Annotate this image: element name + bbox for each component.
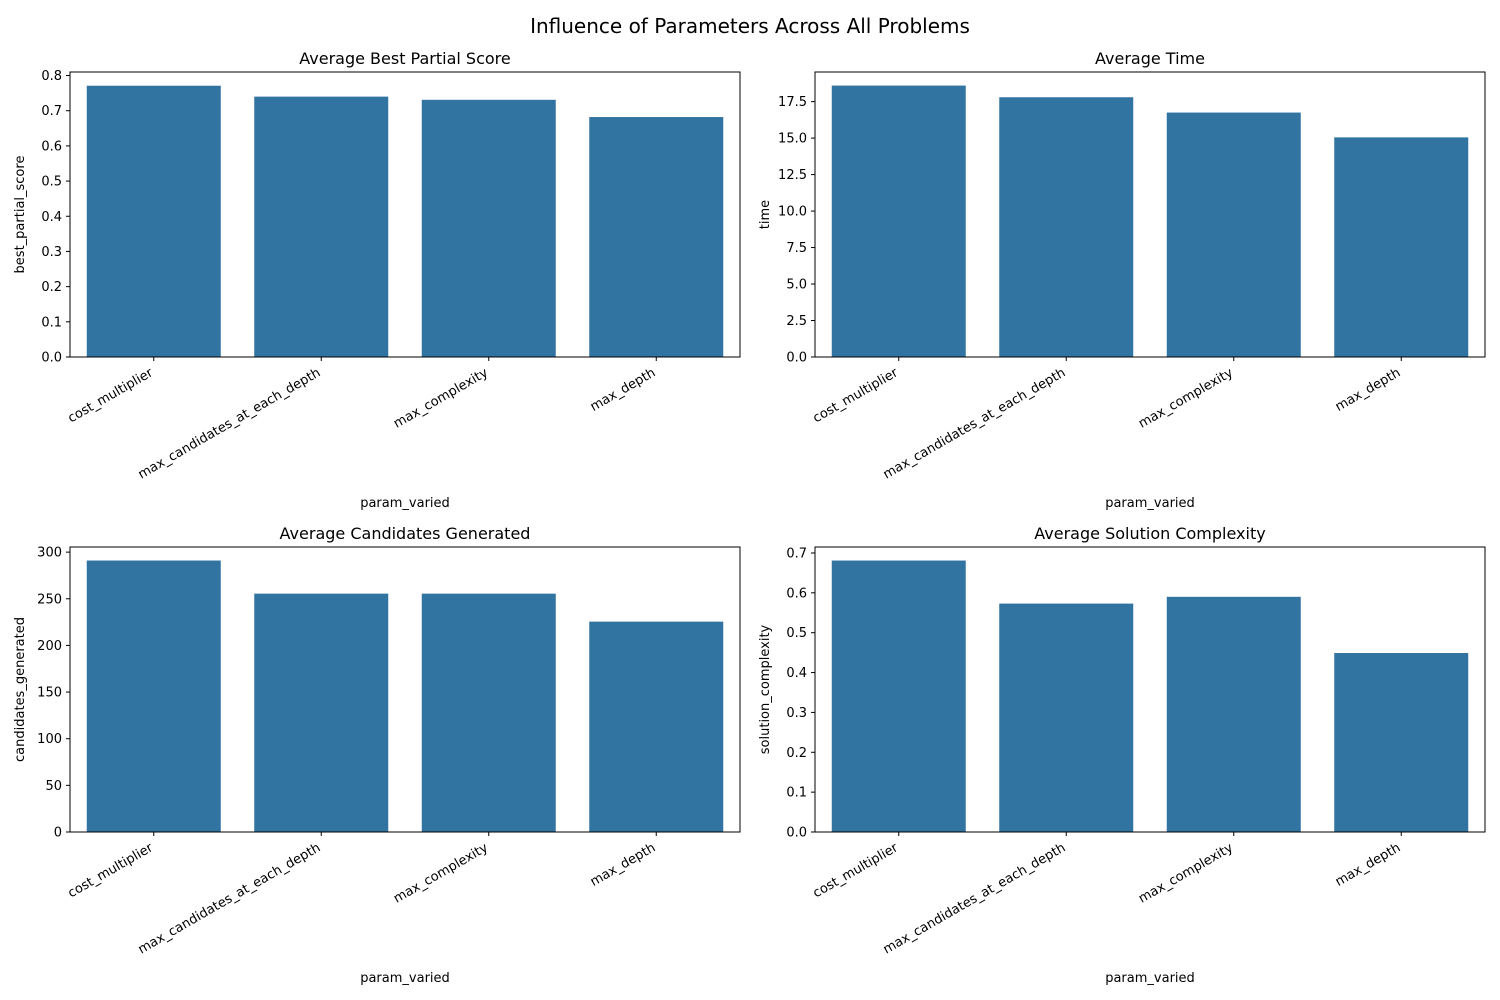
y-axis-label: time — [758, 200, 773, 229]
y-tick-label: 0.3 — [41, 245, 62, 260]
y-tick-label: 2.5 — [786, 314, 807, 329]
y-tick-label: 0.8 — [41, 69, 62, 84]
y-tick-label: 0.4 — [786, 666, 807, 681]
y-tick-label: 0.7 — [41, 104, 62, 119]
y-tick-label: 7.5 — [786, 241, 807, 256]
x-tick-label-max_candidates_at_each_depth: max_candidates_at_each_depth — [136, 840, 324, 957]
axes-frame — [814, 71, 1486, 358]
bar-cost_multiplier — [86, 85, 221, 357]
x-tick-label-cost_multiplier: cost_multiplier — [811, 840, 902, 901]
y-tick-label: 200 — [37, 639, 62, 654]
x-tick-label-cost_multiplier: cost_multiplier — [66, 365, 157, 426]
panel-solution-complexity: 0.00.10.20.30.40.50.60.7cost_multiplierm… — [758, 524, 1486, 986]
y-tick-label: 0.3 — [786, 706, 807, 721]
y-tick-label: 0.5 — [41, 175, 62, 190]
bar-max_candidates_at_each_depth — [999, 603, 1134, 832]
panel-title: Average Best Partial Score — [299, 49, 510, 68]
y-tick-label: 17.5 — [778, 95, 807, 110]
y-tick-label: 0.2 — [786, 746, 807, 761]
y-axis-label: solution_complexity — [758, 624, 773, 754]
x-axis-label: param_varied — [1105, 971, 1195, 986]
y-tick-label: 10.0 — [778, 205, 807, 220]
y-tick-label: 0.1 — [41, 315, 62, 330]
x-tick-label-max_depth: max_depth — [588, 365, 658, 414]
y-tick-label: 0.6 — [786, 586, 807, 601]
x-tick-label-max_candidates_at_each_depth: max_candidates_at_each_depth — [881, 840, 1069, 957]
y-tick-label: 0 — [54, 826, 62, 841]
y-tick-label: 250 — [37, 592, 62, 607]
y-tick-label: 50 — [45, 779, 62, 794]
y-tick-label: 0.6 — [41, 139, 62, 154]
bar-max_candidates_at_each_depth — [254, 593, 389, 832]
x-tick-label-max_candidates_at_each_depth: max_candidates_at_each_depth — [881, 365, 1069, 482]
y-tick-label: 0.0 — [786, 351, 807, 366]
bar-max_complexity — [421, 99, 556, 357]
panel-title: Average Solution Complexity — [1034, 524, 1265, 543]
x-axis-label: param_varied — [360, 496, 450, 511]
panel-title: Average Time — [1095, 49, 1205, 68]
y-axis-label: candidates_generated — [13, 617, 28, 762]
y-tick-label: 15.0 — [778, 132, 807, 147]
y-tick-label: 0.0 — [786, 826, 807, 841]
bar-cost_multiplier — [831, 560, 966, 832]
y-tick-label: 0.2 — [41, 280, 62, 295]
panel-title: Average Candidates Generated — [280, 524, 531, 543]
y-tick-label: 0.0 — [41, 351, 62, 366]
y-tick-label: 150 — [37, 686, 62, 701]
bar-cost_multiplier — [831, 85, 966, 358]
x-tick-label-max_depth: max_depth — [588, 840, 658, 889]
y-tick-label: 5.0 — [786, 278, 807, 293]
y-tick-label: 0.5 — [786, 626, 807, 641]
bar-max_candidates_at_each_depth — [999, 97, 1134, 357]
axes-frame — [814, 546, 1486, 833]
panel-time: 0.0 2.5 5.0 7.5 10.0 12.5 15.0 17.5 cost_multipl… — [758, 49, 1486, 511]
y-axis-label: best_partial_score — [13, 156, 28, 274]
x-tick-label-max_candidates_at_each_depth: max_candidates_at_each_depth — [136, 365, 324, 482]
y-tick-label: 0.7 — [786, 546, 807, 561]
x-tick-label-max_complexity: max_complexity — [391, 365, 491, 431]
x-tick-label-max_depth: max_depth — [1333, 840, 1403, 889]
bar-max_depth — [589, 621, 724, 832]
y-tick-label: 300 — [37, 546, 62, 561]
axes-frame — [69, 546, 741, 833]
bar-max_complexity — [421, 593, 556, 832]
y-tick-label: 12.5 — [778, 168, 807, 183]
y-tick-label: 100 — [37, 732, 62, 747]
axes-frame — [69, 71, 741, 358]
bar-cost_multiplier — [86, 560, 221, 832]
figure-title: Influence of Parameters Across All Probl… — [530, 14, 970, 38]
bar-max_complexity — [1166, 112, 1301, 357]
bar-max_candidates_at_each_depth — [254, 96, 389, 357]
y-tick-label: 0.1 — [786, 786, 807, 801]
x-tick-label-max_complexity: max_complexity — [1136, 365, 1236, 431]
panel-candidates-generated: 0 50 100 150 200 250 300 cost_multipliermax_can… — [13, 524, 741, 986]
x-tick-label-max_complexity: max_complexity — [391, 840, 491, 906]
x-axis-label: param_varied — [360, 971, 450, 986]
bar-max_depth — [1334, 653, 1469, 832]
x-tick-label-max_depth: max_depth — [1333, 365, 1403, 414]
bar-max_depth — [1334, 137, 1469, 357]
bar-max_depth — [589, 117, 724, 357]
x-tick-label-max_complexity: max_complexity — [1136, 840, 1236, 906]
y-tick-label: 0.4 — [41, 210, 62, 225]
bar-max_complexity — [1166, 596, 1301, 832]
x-tick-label-cost_multiplier: cost_multiplier — [811, 365, 902, 426]
panel-best-partial-score: 0.0 0.1 0.2 0.3 0.4 0.5 0.6 0.7 0.8 cost_multipli… — [13, 49, 741, 511]
x-tick-label-cost_multiplier: cost_multiplier — [66, 840, 157, 901]
x-axis-label: param_varied — [1105, 496, 1195, 511]
